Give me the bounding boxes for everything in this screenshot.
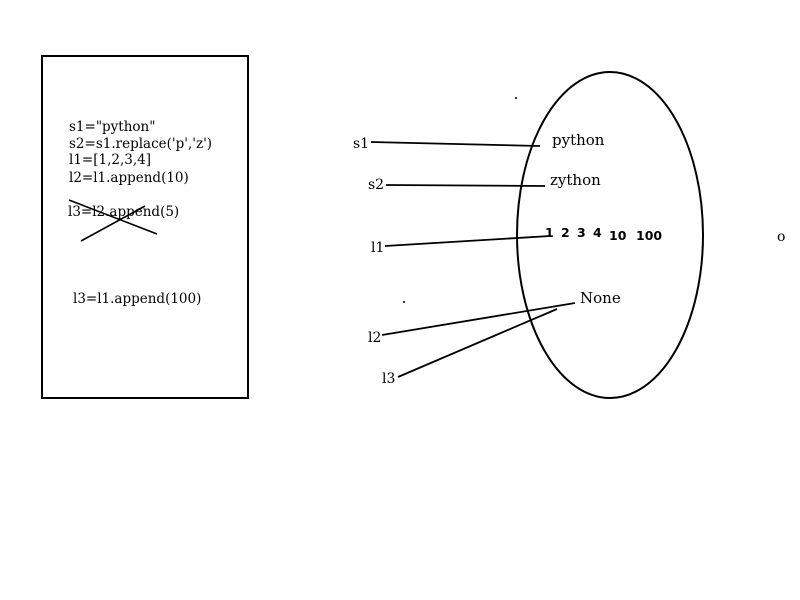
code-line-l3-struck: l3=l2.append(5) [68,204,179,220]
heap-ellipse [516,71,704,399]
code-line-s2: s2=s1.replace('p','z') [69,136,212,152]
var-l1-label: l1 [371,240,384,256]
stray-mark: o [777,229,785,245]
list-item: 1 [545,225,554,240]
code-line-l3: l3=l1.append(100) [73,291,201,307]
stray-dot [403,301,405,303]
object-zython: zython [550,171,601,189]
strike-stroke-2 [80,205,146,242]
list-item: 100 [636,228,662,243]
stray-dot [515,97,517,99]
var-s2-label: s2 [368,177,384,193]
ref-line-l1 [384,235,551,247]
code-line-s1: s1="python" [69,119,155,135]
code-line-l1: l1=[1,2,3,4] [69,152,151,168]
code-line-l2: l2=l1.append(10) [69,170,189,186]
var-l3-label: l3 [382,371,395,387]
list-item: 2 [561,225,570,240]
code-box [41,55,249,399]
var-l2-label: l2 [368,330,381,346]
ref-line-s1 [370,141,541,147]
list-item: 10 [609,228,627,243]
ref-line-s2 [385,184,546,187]
ref-line-l3 [397,308,558,378]
strike-stroke-1 [68,199,158,235]
var-s1-label: s1 [353,136,369,152]
object-none: None [580,289,621,307]
list-item: 3 [577,225,586,240]
ref-line-l2 [381,302,576,336]
object-python: python [552,131,605,149]
object-list: 1 2 3 4 10 100 [545,225,662,243]
list-item: 4 [593,225,602,240]
